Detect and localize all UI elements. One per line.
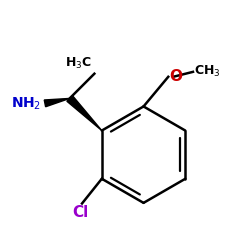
Text: Cl: Cl [73,205,89,220]
Text: CH$_3$: CH$_3$ [194,64,221,80]
Polygon shape [67,96,102,130]
Text: H$_3$C: H$_3$C [65,56,92,71]
Text: O: O [170,69,182,84]
Text: NH$_2$: NH$_2$ [11,95,41,112]
Polygon shape [44,98,70,107]
